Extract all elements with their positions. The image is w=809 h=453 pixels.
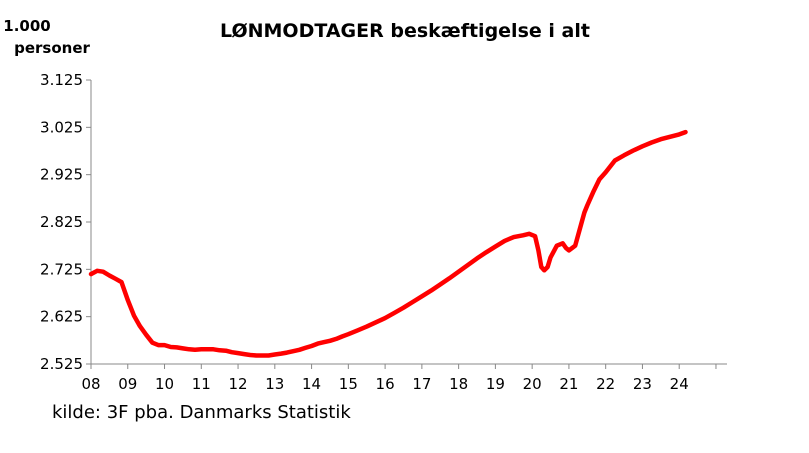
x-tick-label: 19: [486, 375, 505, 393]
x-tick-label: 08: [81, 375, 100, 393]
y-unit-line2: personer: [14, 39, 90, 57]
x-tick-label: 14: [302, 375, 321, 393]
y-tick-label: 2.925: [40, 166, 83, 184]
x-tick-label: 16: [376, 375, 395, 393]
axes: [90, 80, 727, 365]
x-axis-ticks: 08 09 10 11 12 13 14 15 16 17 18 19 20 21 22 23 24: [81, 364, 717, 393]
x-tick-label: 24: [670, 375, 689, 393]
x-tick-label: 11: [192, 375, 211, 393]
chart-title: LØNMODTAGER beskæftigelse i alt: [220, 20, 590, 42]
x-tick-label: 15: [339, 375, 358, 393]
y-unit-line1: 1.000: [3, 17, 50, 35]
y-axis-ticks: 3.125 3.025 2.925 2.825 2.725 2.625 2.525: [40, 71, 91, 373]
x-tick-label: 23: [633, 375, 652, 393]
y-tick-label: 3.125: [40, 71, 83, 89]
y-tick-label: 3.025: [40, 118, 83, 136]
y-tick-label: 2.525: [40, 355, 83, 373]
x-tick-label: 17: [412, 375, 431, 393]
x-tick-label: 18: [449, 375, 468, 393]
y-tick-label: 2.825: [40, 213, 83, 231]
x-tick-label: 20: [523, 375, 542, 393]
x-tick-label: 21: [559, 375, 578, 393]
y-tick-label: 2.625: [40, 308, 83, 326]
x-tick-label: 22: [596, 375, 615, 393]
x-tick-label: 10: [155, 375, 174, 393]
x-tick-label: 13: [265, 375, 284, 393]
source-note: kilde: 3F pba. Danmarks Statistik: [52, 402, 351, 423]
series-group: [88, 129, 688, 358]
y-tick-label: 2.725: [40, 260, 83, 278]
series-line: [88, 129, 688, 358]
x-tick-label: 12: [229, 375, 248, 393]
x-tick-label: 09: [118, 375, 137, 393]
